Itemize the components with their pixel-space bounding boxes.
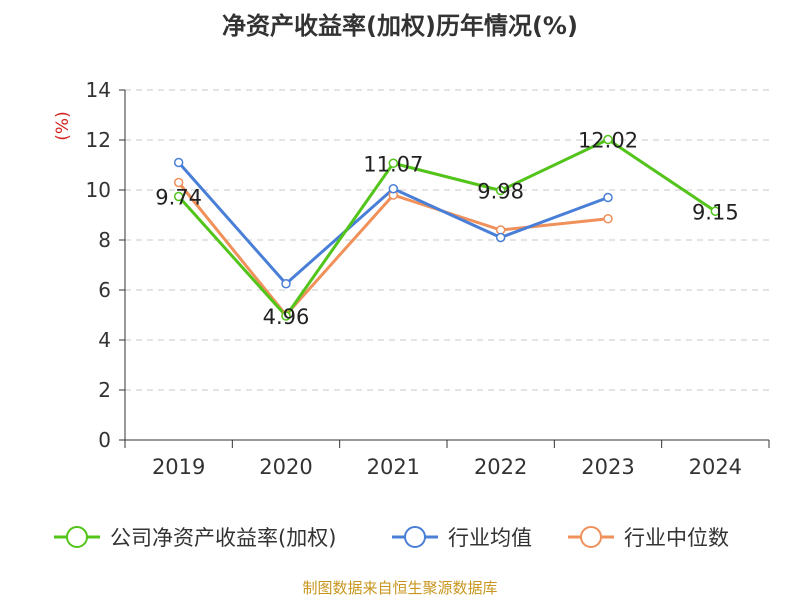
legend-item: 行业中位数: [566, 520, 729, 554]
data-point: [173, 177, 184, 188]
data-point: [495, 185, 506, 196]
data-point: [603, 192, 613, 203]
data-point: [281, 279, 291, 289]
x-tick-label: 2020: [259, 455, 312, 479]
series-line: [177, 138, 717, 318]
data-point: [603, 134, 613, 145]
legend-item: 行业均值: [390, 520, 532, 554]
series-line: [177, 181, 609, 317]
data-point: [388, 158, 399, 168]
data-point: [281, 311, 291, 321]
chart-title: 净资产收益率(加权)历年情况(%): [222, 12, 578, 40]
data-label: 9.74: [155, 186, 202, 210]
y-axis-label: (%): [53, 111, 73, 140]
y-tick-label: 8: [98, 228, 111, 252]
source-note: 制图数据来自恒生聚源数据库: [302, 579, 498, 597]
data-label: 4.96: [263, 305, 310, 329]
data-point: [495, 232, 506, 243]
legend-label: 行业均值: [448, 526, 532, 550]
grid-lines: [125, 89, 769, 391]
y-tick-label: 10: [86, 178, 111, 202]
legend: 公司净资产收益率(加权) 行业均值 行业中位数: [0, 520, 800, 554]
legend-swatch-marker: [404, 526, 426, 548]
data-point: [388, 184, 399, 194]
y-tick-label: 4: [98, 328, 111, 352]
x-tick-label: 2023: [581, 455, 634, 479]
legend-item: 公司净资产收益率(加权): [52, 520, 336, 554]
y-tick-label: 6: [98, 278, 111, 302]
data-point: [173, 157, 184, 168]
legend-swatch-icon: [392, 526, 438, 548]
x-tick-label: 2022: [474, 455, 527, 479]
legend-swatch-marker: [580, 526, 602, 548]
axes: 0 2 4 6 8 10 12 14 2019 2020 2021 2022 2023 2024 (%): [53, 78, 770, 479]
y-tick-label: 12: [86, 128, 111, 152]
legend-swatch-icon: [54, 526, 100, 548]
data-points: [173, 134, 721, 321]
data-label: 9.15: [692, 200, 739, 224]
y-tick-label: 2: [98, 378, 111, 402]
data-point: [710, 206, 721, 216]
data-label: 11.07: [363, 152, 423, 176]
y-tick-label: 0: [98, 428, 111, 452]
legend-label: 公司净资产收益率(加权): [110, 526, 337, 550]
legend-label: 行业中位数: [624, 526, 729, 550]
series-line: [177, 161, 609, 286]
data-point: [603, 214, 613, 224]
x-tick-label: 2024: [689, 455, 742, 479]
data-label: 9.98: [477, 180, 524, 204]
x-tick-label: 2019: [152, 455, 205, 479]
data-labels: 9.74 4.96 11.07 9.98 12.02 9.15: [155, 129, 738, 330]
data-label: 12.02: [578, 129, 638, 153]
x-tick-label: 2021: [367, 455, 420, 479]
y-tick-label: 14: [86, 78, 111, 102]
legend-swatch-marker: [66, 526, 88, 548]
data-point: [173, 191, 184, 202]
legend-swatch-icon: [568, 526, 614, 548]
